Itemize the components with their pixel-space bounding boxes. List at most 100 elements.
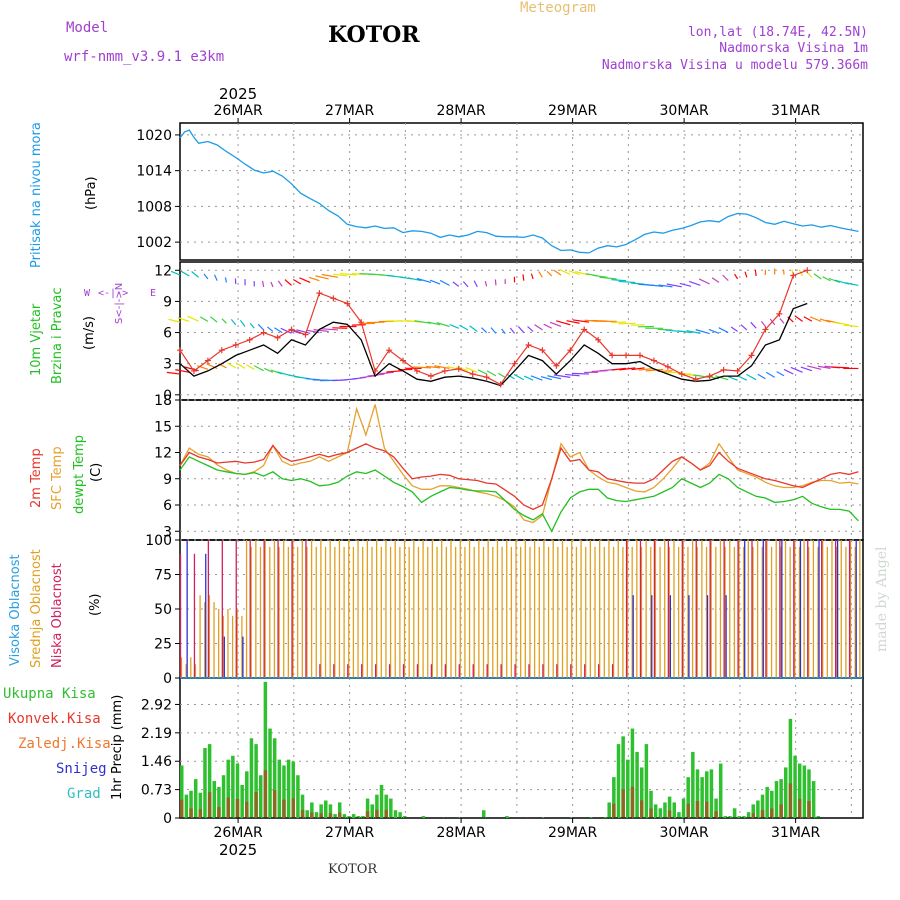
wind-gust-marker <box>260 329 267 336</box>
wind-gust-marker <box>692 376 699 383</box>
precip-total-bar <box>644 744 649 818</box>
precip-total-bar <box>732 808 737 818</box>
precip-total-bar <box>602 817 607 818</box>
precip-conv-bar <box>217 807 221 818</box>
wind-gust-marker <box>539 347 546 354</box>
wind-arrow <box>209 316 218 323</box>
wind-arrow <box>299 277 311 283</box>
precip-conv-bar <box>198 809 203 818</box>
precip-conv-title: Konvek.Kisa <box>8 711 101 727</box>
tick-label: 75 <box>154 568 172 584</box>
tick-label: 9 <box>163 294 172 310</box>
precip-total-bar <box>672 802 677 818</box>
wind-gust-marker <box>441 367 448 374</box>
tick-label: 3 <box>163 524 172 540</box>
precip-conv-bar <box>189 808 193 818</box>
wind-arrow <box>261 280 265 287</box>
wind-arrow <box>730 326 738 332</box>
wind-arrow <box>501 328 506 334</box>
wind-arrow <box>817 365 831 369</box>
precip-total-bar <box>389 798 393 818</box>
precip-conv-bar <box>235 798 240 818</box>
wind-arrow <box>439 279 450 286</box>
precip-total-bar <box>184 794 189 818</box>
precip-total-bar <box>667 796 672 818</box>
wind-arrow <box>688 280 701 286</box>
bottom-day-label: 26MAR <box>213 825 262 841</box>
precip-total-bar <box>254 744 258 818</box>
model-name: wrf-nmm_v3.9.1 e3km <box>64 49 225 65</box>
precip-conv-bar <box>263 770 268 818</box>
precip-total-bar <box>235 763 240 818</box>
panel-frame-pressure <box>179 122 864 261</box>
wind-arrow <box>497 372 506 378</box>
tick-label: 0 <box>163 811 172 827</box>
precip-conv-bar <box>319 813 323 818</box>
wind-arrow <box>677 330 692 334</box>
station-title: KOTOR <box>328 22 420 48</box>
precip-total-bar <box>356 816 361 818</box>
precip-total-bar <box>639 767 644 818</box>
precip-total-bar <box>324 800 328 818</box>
wind-arrow <box>175 369 190 373</box>
tick-label: 1008 <box>136 199 172 215</box>
wind-arrow <box>679 282 692 287</box>
wind-arrow <box>527 326 534 332</box>
wind-arrow <box>734 273 739 280</box>
precip-total-bar <box>314 812 319 818</box>
wind-arrow <box>340 272 357 276</box>
pressure-line <box>179 129 859 254</box>
wind-arrow <box>592 274 608 278</box>
precip-total-bar <box>649 790 653 818</box>
precip-total-bar <box>816 816 821 818</box>
precip-total-bar <box>342 814 347 818</box>
precip-hail-title: Grad <box>67 786 101 802</box>
precip-total-bar <box>375 794 379 818</box>
wind-gust-marker <box>274 334 281 341</box>
bottom-day-label: 28MAR <box>436 825 485 841</box>
wind-arrow <box>619 367 636 371</box>
tick-label: 1.46 <box>141 754 172 770</box>
wind-arrow <box>657 328 673 331</box>
wind-arrow <box>221 318 227 324</box>
wind-arrow <box>566 320 580 324</box>
wind-gust-marker <box>553 362 560 369</box>
precip-total-bar <box>240 784 244 818</box>
precip-total-bar <box>746 812 751 818</box>
wind-gust-marker <box>804 267 811 274</box>
precip-total-bar <box>286 759 291 818</box>
wind-arrow <box>308 276 320 282</box>
wind-arrow <box>574 270 590 276</box>
wind-gust-marker <box>316 290 323 297</box>
precip-conv-bar <box>667 810 672 818</box>
tick-label: 2.19 <box>141 726 172 742</box>
precip-total-bar <box>691 751 695 818</box>
precip-total-bar <box>482 810 486 818</box>
precip-conv-bar <box>337 812 342 818</box>
precip-conv-bar <box>612 803 616 818</box>
bottom-day-label: 29MAR <box>548 825 597 841</box>
precip-total-bar <box>784 767 788 818</box>
wind-gust-marker <box>246 336 253 343</box>
wind-arrow <box>568 270 580 276</box>
wind-arrow <box>191 271 199 278</box>
wind-arrow <box>754 269 757 277</box>
precip-total-bar <box>663 802 667 818</box>
wind-arrow <box>556 320 571 326</box>
precip-total-bar <box>384 794 388 818</box>
precip-frz-title: Zaledj.Kisa <box>18 736 111 752</box>
precip-total-bar <box>421 816 426 818</box>
wind-gust-marker <box>678 371 685 378</box>
precip-total-bar <box>328 804 333 818</box>
precip-total-bar <box>272 738 277 818</box>
wind-arrow <box>296 329 311 334</box>
precip-total-bar <box>296 775 300 818</box>
precip-total-bar <box>268 728 272 818</box>
wind-arrow <box>831 366 850 369</box>
wind-arrow <box>794 315 803 322</box>
precip-total-bar <box>212 781 217 818</box>
precip-conv-bar <box>797 798 802 818</box>
wind-arrow <box>571 372 589 375</box>
wind-arrow <box>530 273 534 280</box>
